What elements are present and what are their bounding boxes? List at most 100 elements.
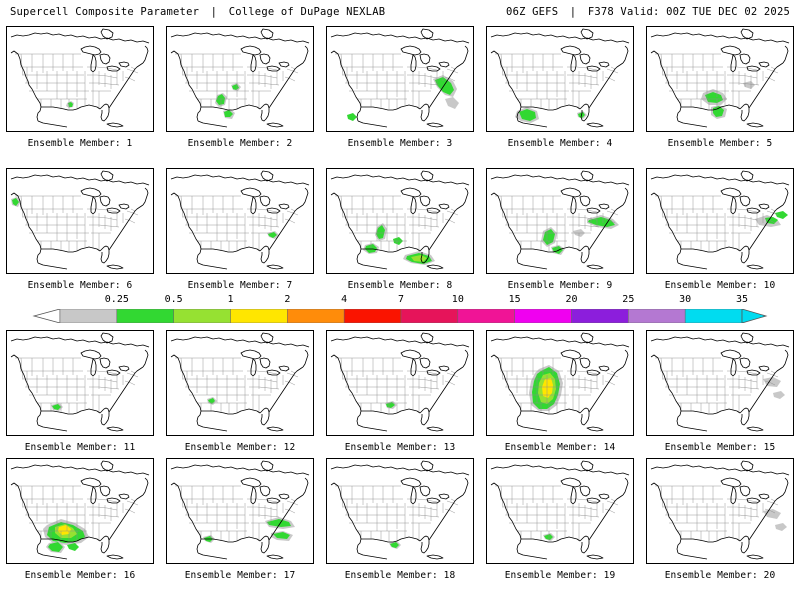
ensemble-panel-16[interactable]: Ensemble Member: 16 [0,458,160,581]
map-frame-7[interactable] [166,168,314,274]
scp-contour-fill [347,75,459,121]
ensemble-panel-4[interactable]: Ensemble Member: 4 [480,26,640,149]
panel-label-6: Ensemble Member: 6 [27,280,133,291]
scp-contour-fill [51,403,63,411]
map-canvas-1 [7,27,153,131]
map-frame-4[interactable] [486,26,634,132]
coastlines [490,28,630,128]
contour-patch [445,97,459,109]
page-title: Supercell Composite Parameter [10,6,200,18]
coastlines [650,170,790,270]
map-frame-12[interactable] [166,330,314,436]
ensemble-panel-9[interactable]: Ensemble Member: 9 [480,168,640,291]
ensemble-panel-18[interactable]: Ensemble Member: 18 [320,458,480,581]
ensemble-panel-6[interactable]: Ensemble Member: 6 [0,168,160,291]
ensemble-panel-13[interactable]: Ensemble Member: 13 [320,330,480,453]
scp-contour-fill [763,509,787,531]
map-frame-1[interactable] [6,26,154,132]
map-frame-20[interactable] [646,458,794,564]
colorbar-tick-labels: 0.25 0.5 1 2 4 7 10 15 20 25 30 35 [0,294,800,308]
ensemble-panel-5[interactable]: Ensemble Member: 5 [640,26,800,149]
ensemble-panel-15[interactable]: Ensemble Member: 15 [640,330,800,453]
map-frame-11[interactable] [6,330,154,436]
contour-patch [519,109,536,121]
scp-contour-fill [11,197,21,207]
coastlines [330,170,470,270]
map-frame-9[interactable] [486,168,634,274]
coastlines [170,332,310,432]
ensemble-panel-3[interactable]: Ensemble Member: 3 [320,26,480,149]
contour-patch [775,211,788,219]
colorbar-tick-15: 15 [508,294,521,305]
state-boundaries [15,195,139,251]
coastlines [330,28,470,128]
colorbar-segment-5 [343,309,402,323]
map-canvas-13 [327,331,473,435]
panel-label-15: Ensemble Member: 15 [664,442,776,453]
colorbar-gradient [0,309,800,323]
colorbar-tick-0.5: 0.5 [164,294,183,305]
ensemble-panel-7[interactable]: Ensemble Member: 7 [160,168,320,291]
colorbar-segment-10 [628,309,686,323]
contour-patch [48,542,63,552]
map-frame-5[interactable] [646,26,794,132]
ensemble-panel-8[interactable]: Ensemble Member: 8 [320,168,480,291]
ensemble-panel-11[interactable]: Ensemble Member: 11 [0,330,160,453]
state-boundaries [175,357,299,413]
ensemble-panel-20[interactable]: Ensemble Member: 20 [640,458,800,581]
contour-patch [713,106,724,117]
state-boundaries [495,485,619,541]
colorbar-tick-35: 35 [735,294,749,305]
scp-contour-fill [215,83,241,119]
state-boundaries [335,195,459,251]
colorbar-segment-2 [173,309,231,323]
forecast-valid-label: F378 Valid: 00Z TUE DEC 02 2025 [587,6,790,18]
header-left-text: Supercell Composite Parameter | College … [10,6,385,18]
map-canvas-14 [487,331,633,435]
map-frame-18[interactable] [326,458,474,564]
ensemble-panel-14[interactable]: Ensemble Member: 14 [480,330,640,453]
contour-patch [390,542,399,548]
coastlines [490,170,630,270]
map-canvas-9 [487,169,633,273]
map-frame-10[interactable] [646,168,794,274]
panel-label-2: Ensemble Member: 2 [187,138,293,149]
panel-label-13: Ensemble Member: 13 [344,442,456,453]
map-frame-8[interactable] [326,168,474,274]
contour-patch [68,102,73,107]
coastlines [10,28,150,128]
contour-patch [765,217,778,224]
contour-patch [267,519,291,527]
ensemble-panel-1[interactable]: Ensemble Member: 1 [0,26,160,149]
state-boundaries [655,195,779,251]
map-frame-16[interactable] [6,458,154,564]
map-frame-17[interactable] [166,458,314,564]
colorbar-segment-11 [684,309,743,323]
ensemble-panel-10[interactable]: Ensemble Member: 10 [640,168,800,291]
ensemble-panel-19[interactable]: Ensemble Member: 19 [480,458,640,581]
map-frame-3[interactable] [326,26,474,132]
map-frame-2[interactable] [166,26,314,132]
map-frame-13[interactable] [326,330,474,436]
contour-patch [552,246,563,254]
panel-label-18: Ensemble Member: 18 [344,570,456,581]
map-frame-6[interactable] [6,168,154,274]
coastlines [170,170,310,270]
colorbar-tick-20: 20 [565,294,578,305]
panel-label-16: Ensemble Member: 16 [24,570,136,581]
map-frame-19[interactable] [486,458,634,564]
state-boundaries [15,485,139,541]
coastlines [330,332,470,432]
scp-contour-fill [66,101,74,108]
contour-patch [773,391,785,399]
contour-patch [544,534,553,540]
map-canvas-8 [327,169,473,273]
map-frame-14[interactable] [486,330,634,436]
map-frame-15[interactable] [646,330,794,436]
panel-row-3: Ensemble Member: 11 Ensemble Member: 12 En… [0,330,800,453]
ensemble-panel-12[interactable]: Ensemble Member: 12 [160,330,320,453]
ensemble-panel-2[interactable]: Ensemble Member: 2 [160,26,320,149]
ensemble-panel-17[interactable]: Ensemble Member: 17 [160,458,320,581]
state-boundaries [495,357,619,413]
panel-label-10: Ensemble Member: 10 [664,280,776,291]
